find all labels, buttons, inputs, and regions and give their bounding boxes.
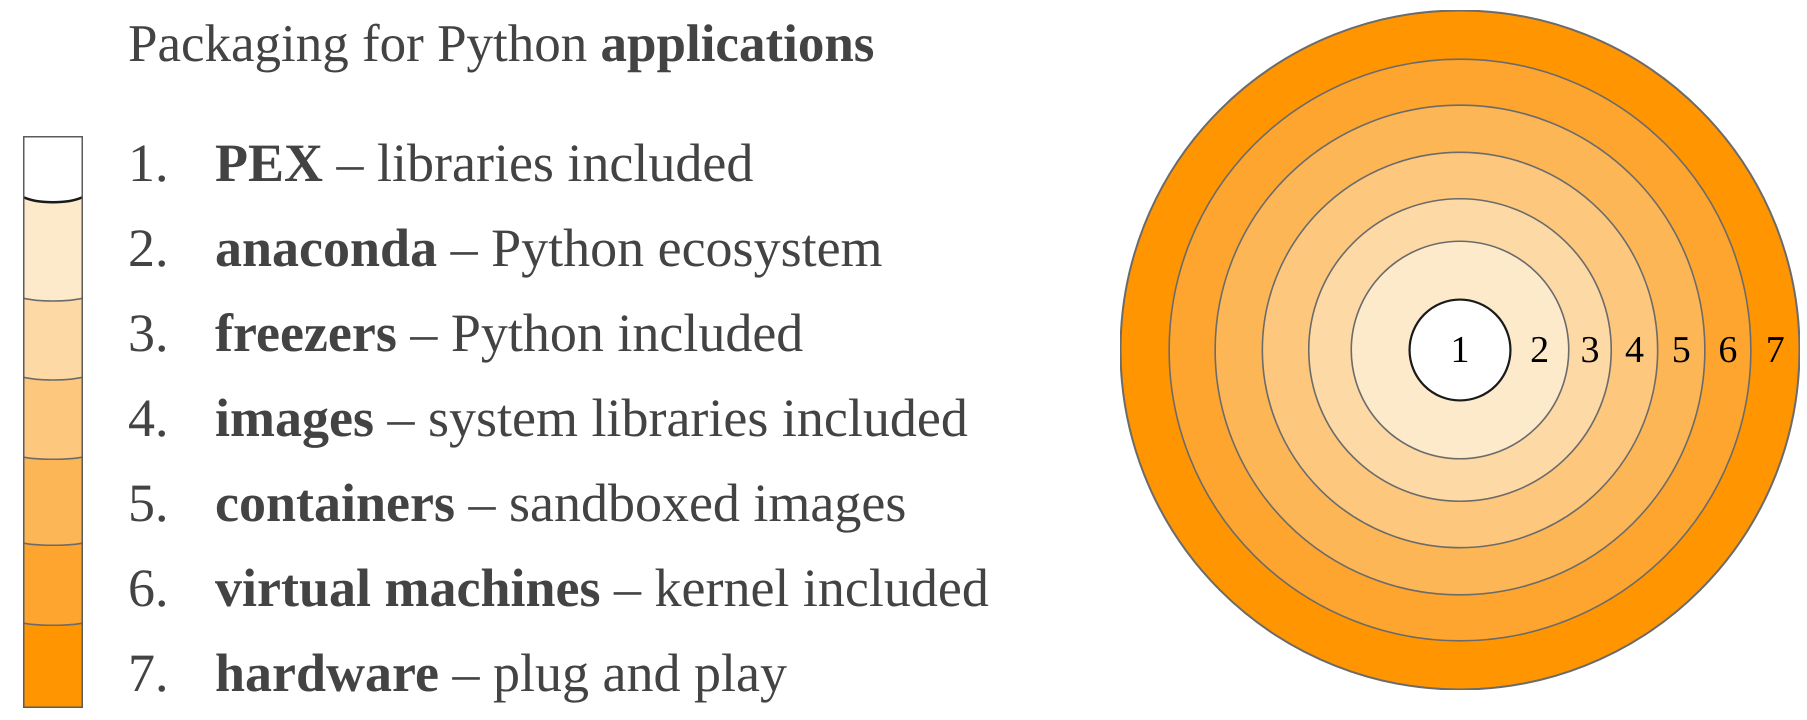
svg-text:4: 4 xyxy=(1625,329,1644,371)
svg-text:3: 3 xyxy=(1581,329,1600,371)
svg-text:2: 2 xyxy=(1530,329,1549,371)
svg-text:6: 6 xyxy=(1718,329,1737,371)
svg-text:5: 5 xyxy=(1672,329,1691,371)
svg-text:7: 7 xyxy=(1766,329,1785,371)
svg-text:1: 1 xyxy=(1451,329,1470,371)
